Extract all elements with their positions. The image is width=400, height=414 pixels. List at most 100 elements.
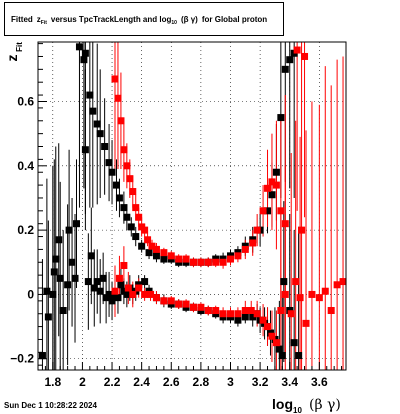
data-point xyxy=(234,252,242,260)
data-point xyxy=(114,94,122,102)
x-axis-label-main: log xyxy=(272,396,293,412)
data-point xyxy=(241,307,249,315)
data-point xyxy=(160,297,168,305)
data-point xyxy=(268,178,276,186)
x-axis-label: log 10 (β γ) xyxy=(272,396,341,414)
data-point xyxy=(55,236,63,244)
data-point xyxy=(241,245,249,253)
x-axis-label-sub: 10 xyxy=(293,406,302,414)
data-point xyxy=(212,307,220,315)
data-point xyxy=(247,307,255,315)
data-point xyxy=(117,117,125,125)
data-point xyxy=(81,146,89,154)
y-tick-label: 0.4 xyxy=(17,159,34,173)
data-point xyxy=(124,284,132,292)
data-point xyxy=(268,191,276,199)
axis-ticks: 1.8 2 2.2 2.4 2.6 2.8 3 3.2 3.4 3.6 −0.2 0 0.2 0.4 0.6 xyxy=(10,43,343,389)
data-point xyxy=(84,278,92,286)
y-axis-label-main: z xyxy=(4,55,20,62)
data-point xyxy=(281,290,289,298)
data-point xyxy=(308,290,316,298)
data-point xyxy=(127,223,135,231)
data-point xyxy=(160,249,168,257)
data-point xyxy=(249,239,257,247)
data-point xyxy=(175,255,183,263)
y-axis-label: z Fit xyxy=(4,42,24,62)
data-point xyxy=(277,307,285,315)
data-point xyxy=(120,204,128,212)
data-point xyxy=(141,278,149,286)
x-tick-label: 2.6 xyxy=(163,375,180,389)
title-suffix: for Global proton xyxy=(201,15,268,24)
data-point xyxy=(204,258,212,266)
data-point xyxy=(49,290,57,298)
data-point xyxy=(75,43,83,51)
plot-frame xyxy=(37,41,347,371)
data-point xyxy=(253,226,261,234)
data-point xyxy=(64,281,72,289)
data-point xyxy=(115,274,123,282)
data-point xyxy=(315,294,323,302)
data-point xyxy=(182,255,190,263)
data-point xyxy=(43,287,51,295)
data-point xyxy=(286,56,294,64)
data-point xyxy=(38,352,46,360)
data-point xyxy=(96,130,104,138)
data-point xyxy=(281,65,289,73)
data-point xyxy=(93,278,101,286)
data-point xyxy=(44,313,52,321)
data-point xyxy=(293,46,301,54)
data-point xyxy=(141,290,149,298)
data-point xyxy=(281,220,289,228)
data-point xyxy=(298,226,306,234)
data-point xyxy=(264,184,272,192)
error-bars xyxy=(41,42,344,370)
data-point xyxy=(145,249,153,257)
data-point xyxy=(264,323,272,331)
data-point xyxy=(204,307,212,315)
data-point xyxy=(112,181,120,189)
data-point xyxy=(272,168,280,176)
data-point xyxy=(123,162,131,170)
title-mid: versus TpcTrackLength and log xyxy=(50,15,172,24)
data-point xyxy=(259,207,267,215)
data-point xyxy=(105,290,113,298)
data-point xyxy=(101,143,109,151)
data-point xyxy=(111,75,119,83)
data-point xyxy=(287,310,295,318)
data-point xyxy=(129,290,137,298)
data-point xyxy=(73,220,80,228)
title-log-sub: 10 xyxy=(171,20,177,26)
data-point xyxy=(126,175,134,183)
title-beta-gamma: (β γ) xyxy=(180,15,198,24)
data-point xyxy=(93,120,101,128)
data-point xyxy=(144,236,152,244)
data-point xyxy=(241,313,249,321)
data-point xyxy=(182,300,190,308)
data-point xyxy=(89,107,97,115)
x-tick-label: 3 xyxy=(227,375,234,389)
data-point xyxy=(147,290,155,298)
data-point xyxy=(148,242,156,250)
data-point xyxy=(219,258,227,266)
data-point xyxy=(68,258,76,266)
y-tick-label: 0 xyxy=(27,287,34,301)
title-z-sub: Fit xyxy=(40,20,47,26)
data-point xyxy=(234,310,242,318)
x-tick-label: 3.6 xyxy=(311,375,328,389)
data-point xyxy=(333,281,341,289)
data-point xyxy=(264,207,272,215)
data-point xyxy=(296,294,304,302)
data-point xyxy=(275,345,283,353)
data-point xyxy=(234,316,242,324)
x-tick-label: 2 xyxy=(79,375,86,389)
data-point xyxy=(86,91,94,99)
data-point xyxy=(80,56,88,64)
data-point xyxy=(56,274,64,282)
x-tick-label: 2.2 xyxy=(104,375,121,389)
data-point xyxy=(227,310,234,318)
data-point xyxy=(278,352,286,360)
data-point xyxy=(197,258,205,266)
y-tick-label: −0.2 xyxy=(10,352,34,366)
